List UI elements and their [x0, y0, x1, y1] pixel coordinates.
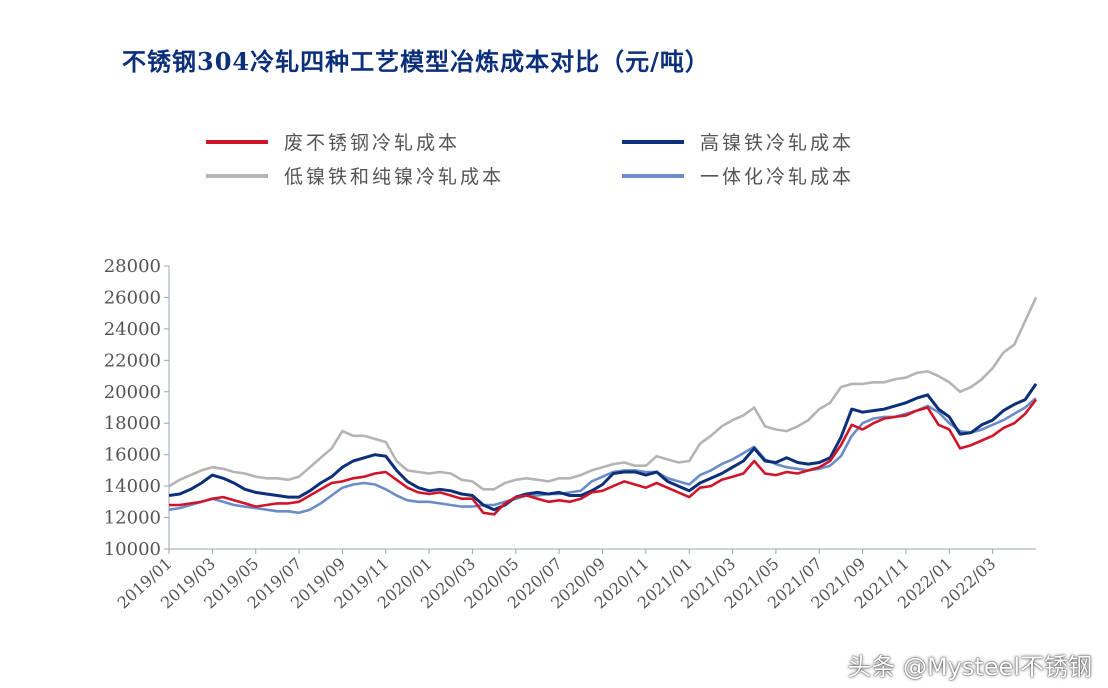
y-tick-label: 28000 — [104, 256, 161, 277]
series-layer — [168, 296, 1038, 516]
legend-item-low-nickel: 低镍铁和纯镍冷轧成本 — [206, 162, 504, 189]
source-watermark: 头条 @Mysteel不锈钢 — [847, 653, 1092, 681]
chart-title: 不锈钢304冷轧四种工艺模型冶炼成本对比（元/吨） — [122, 47, 710, 76]
legend-swatch-low-nickel — [206, 173, 268, 178]
y-tick-label: 18000 — [104, 413, 161, 434]
axes: 28000 26000 24000 22000 20000 18000 16000 14000… — [104, 256, 1036, 612]
y-tick-label: 26000 — [104, 287, 161, 308]
legend-item-integrated: 一体化冷轧成本 — [622, 162, 854, 189]
y-tick-label: 20000 — [104, 382, 161, 403]
legend-swatch-scrap — [206, 139, 268, 144]
y-tick-label: 22000 — [104, 350, 161, 371]
series-line-scrap — [169, 398, 1038, 516]
legend-label-low-nickel: 低镍铁和纯镍冷轧成本 — [284, 166, 505, 188]
legend-swatch-integrated — [622, 173, 684, 178]
legend-item-scrap: 废不锈钢冷轧成本 — [206, 128, 460, 155]
y-tick-label: 14000 — [104, 476, 161, 497]
y-tick-label: 16000 — [104, 445, 161, 466]
legend-label-scrap: 废不锈钢冷轧成本 — [284, 132, 461, 154]
legend-label-high-nickel: 高镍铁冷轧成本 — [700, 132, 855, 154]
legend-item-high-nickel: 高镍铁冷轧成本 — [622, 128, 854, 155]
series-line-low-nickel — [168, 296, 1038, 491]
y-tick-label: 10000 — [104, 539, 161, 560]
y-tick-label: 24000 — [104, 319, 161, 340]
legend-swatch-high-nickel — [622, 139, 684, 144]
legend-label-integrated: 一体化冷轧成本 — [700, 166, 855, 188]
y-tick-label: 12000 — [104, 508, 161, 529]
series-line-high-nickel — [168, 383, 1038, 512]
